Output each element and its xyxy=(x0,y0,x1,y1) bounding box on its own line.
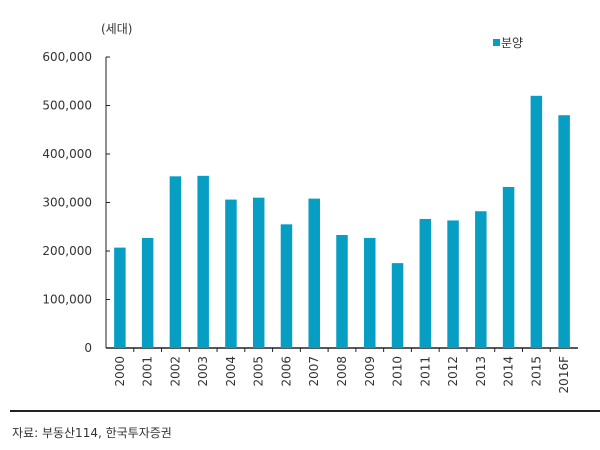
legend-label: 분양 xyxy=(501,36,523,50)
x-tick-label: 2016F xyxy=(557,356,571,394)
legend-swatch xyxy=(493,39,500,46)
x-tick-label: 2009 xyxy=(363,356,377,387)
bar-2002 xyxy=(169,176,182,348)
bar-2007 xyxy=(308,198,320,348)
x-tick-label: 2002 xyxy=(168,356,182,387)
x-tick-label: 2006 xyxy=(279,356,293,387)
y-tick-label: 200,000 xyxy=(42,244,92,258)
bar-2004 xyxy=(225,199,237,348)
bar-chart: 0 100,000 200,000 300,000 400,000 500,000 600,… xyxy=(42,22,578,394)
bar-2009 xyxy=(364,237,376,348)
x-tick-label: 2003 xyxy=(196,356,210,387)
bar-2000 xyxy=(114,247,126,348)
bar-2005 xyxy=(252,197,265,348)
x-tick-label: 2013 xyxy=(474,356,488,387)
bar-2008 xyxy=(336,234,348,348)
bar-2014 xyxy=(502,186,515,348)
x-tick-label: 2007 xyxy=(307,356,321,387)
y-tick-label: 300,000 xyxy=(42,196,92,210)
y-tick-label: 400,000 xyxy=(42,147,92,161)
x-tick-label: 2010 xyxy=(391,356,405,387)
bar-2010 xyxy=(391,263,404,348)
bar-2012 xyxy=(447,220,459,348)
bar-2011 xyxy=(419,218,432,348)
bar-2013 xyxy=(475,211,487,348)
y-tick-label: 500,000 xyxy=(42,99,92,113)
bar-2006 xyxy=(280,224,293,348)
bar-2016F xyxy=(558,115,570,348)
divider xyxy=(10,410,600,412)
source-note: 자료: 부동산114, 한국투자증권 xyxy=(12,426,172,440)
bar-2015 xyxy=(530,95,543,348)
y-tick-label: 100,000 xyxy=(42,293,92,307)
unit-label: (세대) xyxy=(101,22,132,36)
x-tick-label: 2004 xyxy=(224,356,238,387)
x-tick-label: 2005 xyxy=(252,356,266,387)
x-tick-label: 2008 xyxy=(335,356,349,387)
x-tick-label: 2014 xyxy=(502,356,516,387)
x-tick-label: 2001 xyxy=(141,356,155,387)
y-tick-label: 600,000 xyxy=(42,50,92,64)
y-tick-label: 0 xyxy=(84,341,92,355)
bar-2003 xyxy=(197,175,209,348)
bar-2001 xyxy=(141,237,154,348)
x-tick-label: 2012 xyxy=(446,356,460,387)
x-tick-label: 2015 xyxy=(529,356,543,387)
x-tick-label: 2000 xyxy=(113,356,127,387)
x-tick-label: 2011 xyxy=(418,356,432,387)
